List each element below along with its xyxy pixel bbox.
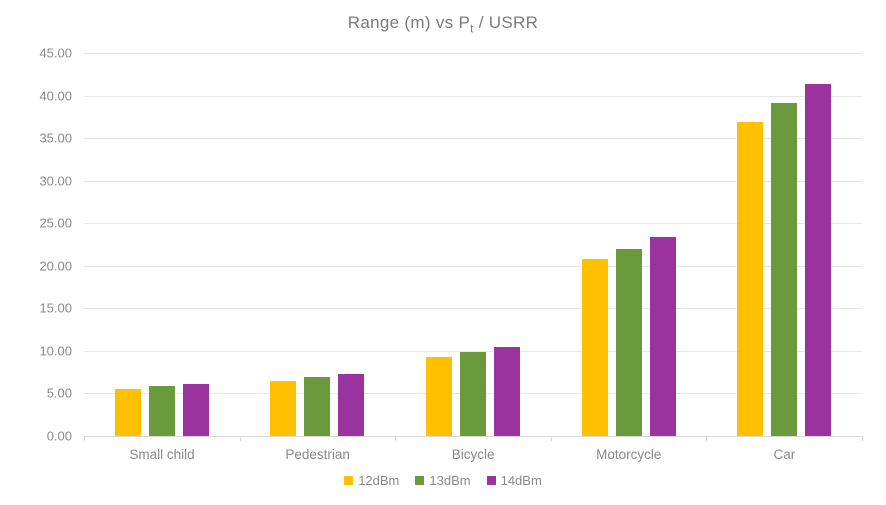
- legend-swatch-icon: [486, 476, 496, 485]
- gridline-10: [84, 350, 862, 352]
- gridline-30: [84, 180, 862, 182]
- gridline-45: [84, 53, 862, 54]
- x-axis-tick: [550, 436, 552, 441]
- y-axis-tick-label: 45.00: [39, 45, 72, 61]
- gridline-25: [84, 223, 862, 225]
- bar-14dbm-pedestrian: [338, 373, 365, 436]
- legend-label: 13dBm: [429, 473, 471, 488]
- chart-title-suffix: / USRR: [473, 13, 539, 32]
- y-axis-tick-label: 20.00: [39, 258, 72, 274]
- bar-12dbm-pedestrian: [270, 380, 297, 436]
- legend-entry-12dbm: 12dBm: [344, 473, 399, 488]
- bar-14dbm-small-child: [182, 383, 209, 436]
- bar-14dbm-car: [805, 83, 832, 436]
- legend-label: 12dBm: [358, 473, 400, 488]
- y-axis-tick-label: 40.00: [39, 88, 72, 104]
- bar-13dbm-car: [771, 103, 798, 436]
- gridline-35: [84, 138, 862, 140]
- gridline-15: [84, 308, 862, 310]
- x-axis-tick: [862, 436, 863, 441]
- bar-12dbm-motorcycle: [581, 258, 608, 436]
- y-axis-tick-label: 15.00: [39, 300, 72, 316]
- legend-swatch-icon: [415, 476, 425, 485]
- bar-13dbm-motorcycle: [615, 248, 642, 436]
- bar-13dbm-bicycle: [460, 352, 486, 436]
- gridline-20: [84, 265, 862, 267]
- x-axis-category-label-small-child: Small child: [129, 447, 195, 462]
- x-axis-tick: [706, 436, 708, 441]
- bar-12dbm-car: [737, 121, 764, 436]
- bar-13dbm-pedestrian: [304, 377, 331, 436]
- legend-entry-13dbm: 13dBm: [415, 473, 471, 488]
- legend: 12dBm 13dBm 14dBm: [0, 473, 886, 488]
- x-axis-tick: [84, 436, 85, 441]
- y-axis-tick-label: 35.00: [39, 130, 72, 146]
- gridline-40: [84, 95, 862, 97]
- y-axis-tick-label: 10.00: [39, 343, 72, 359]
- x-axis-tick: [239, 436, 241, 441]
- chart-title: Range (m) vs Pt / USRR: [0, 13, 886, 35]
- x-axis-category-label-car: Car: [773, 447, 796, 462]
- chart-title-subscript: t: [470, 21, 474, 36]
- y-axis-tick-label: 25.00: [39, 215, 72, 231]
- legend-label: 14dBm: [500, 473, 542, 488]
- bar-14dbm-bicycle: [494, 347, 520, 436]
- y-axis-tick-label: 5.00: [46, 385, 72, 401]
- y-axis-tick-label: 30.00: [39, 173, 72, 189]
- bar-14dbm-motorcycle: [649, 237, 676, 436]
- bar-13dbm-small-child: [148, 386, 175, 436]
- x-axis-category-label-pedestrian: Pedestrian: [285, 447, 350, 462]
- x-axis-tick: [395, 436, 397, 441]
- y-axis-tick-label: 0.00: [46, 428, 72, 444]
- chart-title-prefix: Range (m) vs P: [347, 13, 471, 32]
- x-axis-category-label-motorcycle: Motorcycle: [596, 447, 662, 462]
- x-axis-category-label-bicycle: Bicycle: [451, 447, 495, 462]
- bar-12dbm-small-child: [114, 389, 141, 436]
- bar-12dbm-bicycle: [426, 356, 452, 436]
- plot-area: [84, 53, 863, 441]
- legend-swatch-icon: [344, 476, 354, 485]
- legend-entry-14dbm: 14dBm: [486, 473, 542, 488]
